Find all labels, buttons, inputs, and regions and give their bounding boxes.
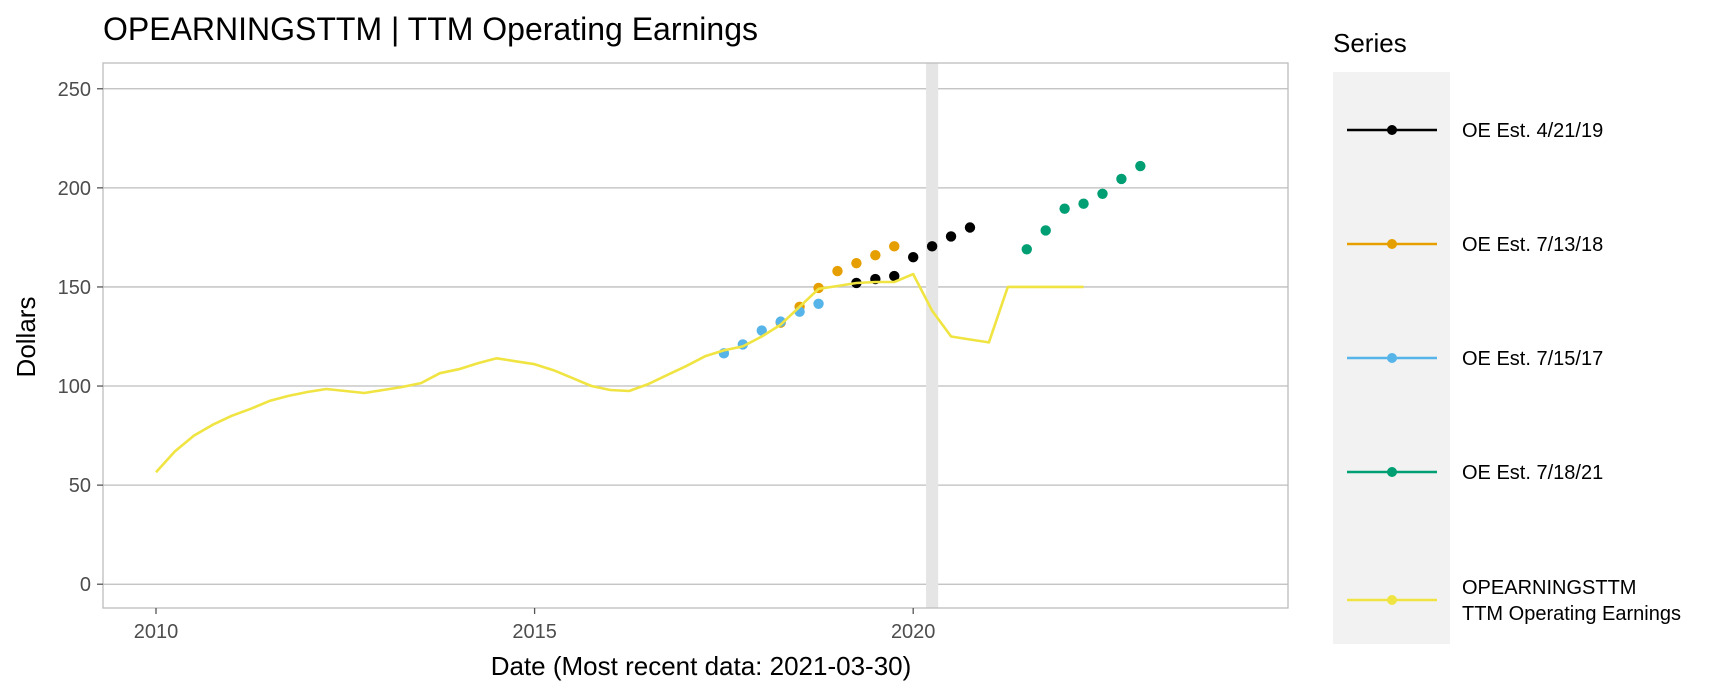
data-point <box>907 252 919 263</box>
legend: Series OE Est. 4/21/19 OE Est. 7/13/18 OE … <box>1333 28 1681 644</box>
legend-label-line: OE Est. 7/18/21 <box>1462 462 1603 484</box>
y-tick-label: 250 <box>58 79 91 101</box>
x-axis-title: Date (Most recent data: 2021-03-30) <box>491 651 912 681</box>
data-point <box>889 270 900 282</box>
legend-key-point <box>1387 467 1397 477</box>
data-point <box>1116 173 1127 185</box>
series-4 <box>155 272 1084 474</box>
legend-label: OE Est. 7/18/21 <box>1462 462 1603 484</box>
data-point <box>775 316 786 327</box>
series-line <box>155 272 1084 474</box>
series-3 <box>1021 160 1146 255</box>
legend-label: OPEARNINGSTTM TTM Operating Earnings <box>1462 577 1681 625</box>
data-point <box>870 250 881 261</box>
series-2 <box>718 298 824 359</box>
y-tick-label: 200 <box>58 178 91 200</box>
legend-key-point <box>1387 239 1397 249</box>
shaded-region <box>926 63 939 608</box>
plot-border <box>102 62 1289 609</box>
series-1 <box>775 241 900 328</box>
legend-key-point <box>1387 595 1397 605</box>
y-tick-label: 0 <box>80 574 91 596</box>
legend-label-line: OE Est. 4/21/19 <box>1462 120 1603 142</box>
y-tick-label: 150 <box>58 277 91 299</box>
legend-label-line: OPEARNINGSTTM <box>1462 577 1636 599</box>
y-tick-label: 100 <box>58 376 91 398</box>
legend-title: Series <box>1333 28 1407 58</box>
legend-label: OE Est. 7/13/18 <box>1462 234 1603 256</box>
legend-label: OE Est. 4/21/19 <box>1462 120 1603 142</box>
legend-label-line: TTM Operating Earnings <box>1462 603 1681 625</box>
data-point <box>1021 244 1032 255</box>
data-point <box>926 241 938 252</box>
x-tick-label: 2020 <box>891 621 936 643</box>
data-point <box>1097 188 1108 199</box>
data-point <box>964 222 976 233</box>
legend-key-point <box>1387 125 1397 135</box>
data-point <box>1078 198 1089 209</box>
data-point <box>813 298 824 309</box>
legend-key-point <box>1387 353 1397 363</box>
series-0 <box>851 222 976 289</box>
data-point <box>851 257 862 269</box>
plot-panel: 0 50 100 150 200 250 2010 2015 2020 <box>58 62 1289 643</box>
data-point <box>832 265 843 277</box>
legend-label-line: OE Est. 7/13/18 <box>1462 234 1603 256</box>
x-tick-label: 2015 <box>512 621 557 643</box>
data-point <box>756 325 767 336</box>
data-point <box>1040 225 1051 236</box>
legend-label: OE Est. 7/15/17 <box>1462 348 1603 370</box>
legend-label-line: OE Est. 7/15/17 <box>1462 348 1603 370</box>
data-point <box>1135 160 1146 172</box>
chart-title: OPEARNINGSTTM | TTM Operating Earnings <box>103 11 758 47</box>
data-point <box>889 241 900 252</box>
data-point <box>1059 203 1070 214</box>
x-tick-label: 2010 <box>134 621 179 643</box>
y-tick-label: 50 <box>69 475 91 497</box>
data-point <box>945 231 957 242</box>
y-axis-title: Dollars <box>11 297 41 378</box>
